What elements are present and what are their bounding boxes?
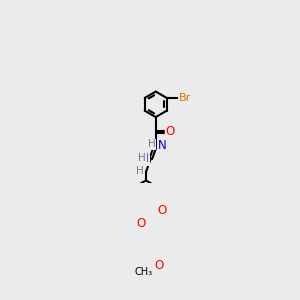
- Text: N: N: [140, 152, 149, 165]
- Text: N: N: [158, 139, 166, 152]
- Text: O: O: [154, 259, 164, 272]
- Text: H: H: [138, 153, 146, 163]
- Text: Br: Br: [179, 93, 191, 103]
- Text: H: H: [148, 140, 155, 149]
- Text: H: H: [136, 166, 144, 176]
- Text: O: O: [157, 204, 167, 217]
- Text: O: O: [166, 125, 175, 138]
- Text: O: O: [136, 217, 146, 230]
- Text: CH₃: CH₃: [134, 267, 153, 277]
